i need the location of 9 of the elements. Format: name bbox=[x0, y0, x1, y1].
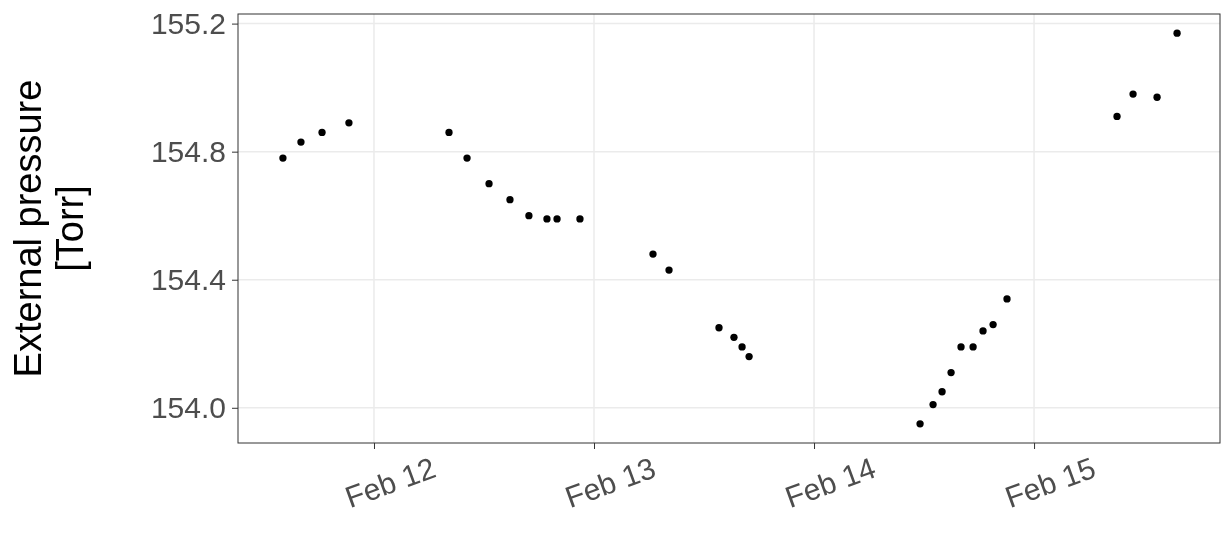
x-tick-label: Feb 12 bbox=[340, 451, 440, 514]
y-axis-title: External pressure [Torr] bbox=[7, 79, 91, 378]
y-tick-label: 155.2 bbox=[150, 6, 226, 40]
x-tick-label: Feb 14 bbox=[780, 451, 880, 514]
y-tick-label: 154.4 bbox=[150, 262, 226, 296]
y-tick-label: 154.0 bbox=[150, 390, 226, 424]
x-tick-label: Feb 15 bbox=[1000, 451, 1100, 514]
x-tick-label: Feb 13 bbox=[560, 451, 660, 514]
y-tick-label: 154.8 bbox=[150, 134, 226, 168]
